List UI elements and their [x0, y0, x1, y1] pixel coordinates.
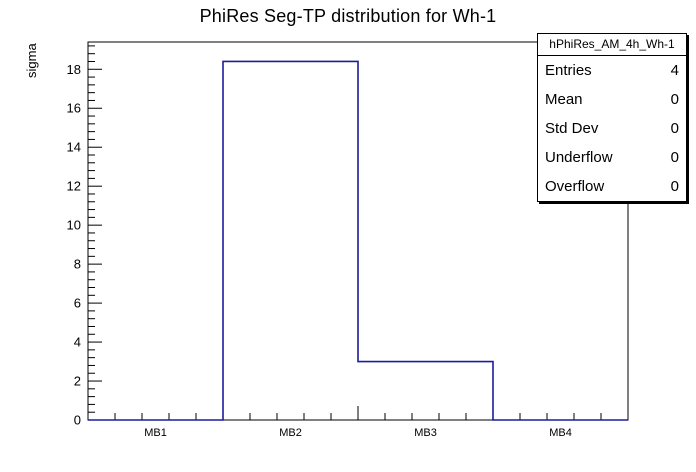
- y-tick-label: 18: [67, 62, 81, 77]
- stats-rows: Entries 4 Mean 0 Std Dev 0 Underflow 0 Overflow 0: [538, 56, 686, 201]
- stats-label: Std Dev: [545, 120, 599, 137]
- stats-row: Entries 4: [538, 56, 686, 85]
- stats-value: 0: [670, 178, 679, 195]
- y-tick-label: 10: [67, 218, 81, 233]
- stats-row: Mean 0: [538, 85, 686, 114]
- y-tick-label: 0: [74, 413, 81, 428]
- stats-label: Mean: [545, 91, 583, 108]
- stats-label: Overflow: [545, 178, 605, 195]
- stats-row: Std Dev 0: [538, 114, 686, 143]
- y-tick-label: 14: [67, 140, 81, 155]
- stats-value: 0: [670, 120, 679, 137]
- y-tick-label: 2: [74, 374, 81, 389]
- stats-value: 4: [670, 62, 679, 79]
- stats-box-title: hPhiRes_AM_4h_Wh-1: [538, 34, 686, 56]
- y-tick-label: 4: [74, 335, 81, 350]
- y-tick-label: 8: [74, 257, 81, 272]
- x-tick-label: MB4: [549, 427, 572, 439]
- stats-value: 0: [670, 149, 679, 166]
- y-tick-label: 16: [67, 101, 81, 116]
- y-tick-label: 12: [67, 179, 81, 194]
- y-tick-label: 6: [74, 296, 81, 311]
- stats-row: Underflow 0: [538, 143, 686, 172]
- stats-label: Entries: [545, 62, 592, 79]
- stats-box: hPhiRes_AM_4h_Wh-1 Entries 4 Mean 0 Std Dev 0…: [537, 33, 687, 202]
- stats-value: 0: [670, 91, 679, 108]
- stats-row: Overflow 0: [538, 172, 686, 201]
- stats-label: Underflow: [545, 149, 613, 166]
- x-tick-label: MB3: [414, 427, 437, 439]
- x-tick-label: MB1: [144, 427, 167, 439]
- x-tick-label: MB2: [279, 427, 302, 439]
- histogram-line: [88, 60, 628, 421]
- plot-title: PhiRes Seg-TP distribution for Wh-1: [199, 6, 497, 26]
